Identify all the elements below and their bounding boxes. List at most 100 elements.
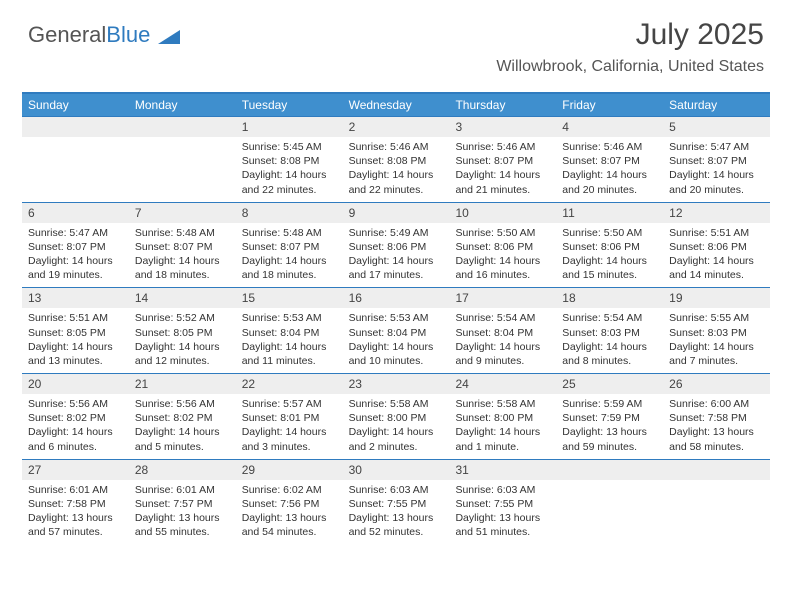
daylight-text: Daylight: 14 hours and 9 minutes. — [455, 340, 550, 368]
day-number: 3 — [449, 117, 556, 137]
daylight-text: Daylight: 14 hours and 20 minutes. — [669, 168, 764, 196]
day-body: Sunrise: 5:46 AMSunset: 8:08 PMDaylight:… — [343, 137, 450, 202]
calendar-day: 14Sunrise: 5:52 AMSunset: 8:05 PMDayligh… — [129, 288, 236, 373]
day-body: Sunrise: 6:01 AMSunset: 7:57 PMDaylight:… — [129, 480, 236, 545]
daylight-text: Daylight: 14 hours and 22 minutes. — [349, 168, 444, 196]
daylight-text: Daylight: 14 hours and 5 minutes. — [135, 425, 230, 453]
weekday-header-row: Sunday Monday Tuesday Wednesday Thursday… — [22, 94, 770, 116]
day-body: Sunrise: 5:56 AMSunset: 8:02 PMDaylight:… — [22, 394, 129, 459]
calendar-day: 15Sunrise: 5:53 AMSunset: 8:04 PMDayligh… — [236, 288, 343, 373]
day-body: Sunrise: 6:01 AMSunset: 7:58 PMDaylight:… — [22, 480, 129, 545]
daylight-text: Daylight: 13 hours and 52 minutes. — [349, 511, 444, 539]
sunset-text: Sunset: 7:57 PM — [135, 497, 230, 511]
daylight-text: Daylight: 14 hours and 20 minutes. — [562, 168, 657, 196]
sunset-text: Sunset: 8:02 PM — [135, 411, 230, 425]
day-number: 30 — [343, 460, 450, 480]
sunrise-text: Sunrise: 5:45 AM — [242, 140, 337, 154]
calendar-day: 24Sunrise: 5:58 AMSunset: 8:00 PMDayligh… — [449, 374, 556, 459]
calendar-day: 11Sunrise: 5:50 AMSunset: 8:06 PMDayligh… — [556, 203, 663, 288]
sunset-text: Sunset: 8:07 PM — [242, 240, 337, 254]
day-body: Sunrise: 5:57 AMSunset: 8:01 PMDaylight:… — [236, 394, 343, 459]
calendar-day: 9Sunrise: 5:49 AMSunset: 8:06 PMDaylight… — [343, 203, 450, 288]
day-number: 18 — [556, 288, 663, 308]
weekday-header: Thursday — [449, 94, 556, 116]
day-body: Sunrise: 5:52 AMSunset: 8:05 PMDaylight:… — [129, 308, 236, 373]
sunrise-text: Sunrise: 5:52 AM — [135, 311, 230, 325]
calendar-week: 20Sunrise: 5:56 AMSunset: 8:02 PMDayligh… — [22, 373, 770, 459]
day-body: Sunrise: 5:51 AMSunset: 8:05 PMDaylight:… — [22, 308, 129, 373]
daylight-text: Daylight: 14 hours and 7 minutes. — [669, 340, 764, 368]
sunrise-text: Sunrise: 6:03 AM — [455, 483, 550, 497]
sunset-text: Sunset: 7:58 PM — [669, 411, 764, 425]
day-number: 10 — [449, 203, 556, 223]
sunset-text: Sunset: 8:04 PM — [455, 326, 550, 340]
calendar-week: 27Sunrise: 6:01 AMSunset: 7:58 PMDayligh… — [22, 459, 770, 545]
day-number: 1 — [236, 117, 343, 137]
sunrise-text: Sunrise: 5:49 AM — [349, 226, 444, 240]
day-body: Sunrise: 6:00 AMSunset: 7:58 PMDaylight:… — [663, 394, 770, 459]
calendar-day: 25Sunrise: 5:59 AMSunset: 7:59 PMDayligh… — [556, 374, 663, 459]
sunrise-text: Sunrise: 6:01 AM — [28, 483, 123, 497]
daylight-text: Daylight: 13 hours and 57 minutes. — [28, 511, 123, 539]
daylight-text: Daylight: 14 hours and 1 minute. — [455, 425, 550, 453]
sunset-text: Sunset: 8:06 PM — [455, 240, 550, 254]
sunrise-text: Sunrise: 5:46 AM — [349, 140, 444, 154]
daylight-text: Daylight: 13 hours and 54 minutes. — [242, 511, 337, 539]
sunset-text: Sunset: 8:07 PM — [28, 240, 123, 254]
day-body: Sunrise: 5:50 AMSunset: 8:06 PMDaylight:… — [556, 223, 663, 288]
day-body: Sunrise: 6:03 AMSunset: 7:55 PMDaylight:… — [343, 480, 450, 545]
day-number: 19 — [663, 288, 770, 308]
calendar-week: 1Sunrise: 5:45 AMSunset: 8:08 PMDaylight… — [22, 116, 770, 202]
day-number: 12 — [663, 203, 770, 223]
day-number: 16 — [343, 288, 450, 308]
sunset-text: Sunset: 8:06 PM — [349, 240, 444, 254]
calendar-day — [129, 117, 236, 202]
sunrise-text: Sunrise: 5:51 AM — [28, 311, 123, 325]
sunset-text: Sunset: 8:07 PM — [455, 154, 550, 168]
daylight-text: Daylight: 14 hours and 3 minutes. — [242, 425, 337, 453]
brand-triangle-icon — [158, 28, 180, 44]
daylight-text: Daylight: 14 hours and 14 minutes. — [669, 254, 764, 282]
day-body: Sunrise: 5:51 AMSunset: 8:06 PMDaylight:… — [663, 223, 770, 288]
day-body: Sunrise: 6:03 AMSunset: 7:55 PMDaylight:… — [449, 480, 556, 545]
calendar-table: Sunday Monday Tuesday Wednesday Thursday… — [22, 92, 770, 544]
sunset-text: Sunset: 8:08 PM — [242, 154, 337, 168]
sunrise-text: Sunrise: 5:59 AM — [562, 397, 657, 411]
day-number: 8 — [236, 203, 343, 223]
sunset-text: Sunset: 8:01 PM — [242, 411, 337, 425]
calendar-day: 13Sunrise: 5:51 AMSunset: 8:05 PMDayligh… — [22, 288, 129, 373]
day-number: 6 — [22, 203, 129, 223]
calendar-day: 10Sunrise: 5:50 AMSunset: 8:06 PMDayligh… — [449, 203, 556, 288]
day-number: 27 — [22, 460, 129, 480]
daylight-text: Daylight: 14 hours and 21 minutes. — [455, 168, 550, 196]
sunrise-text: Sunrise: 5:56 AM — [135, 397, 230, 411]
day-body: Sunrise: 5:47 AMSunset: 8:07 PMDaylight:… — [663, 137, 770, 202]
calendar-day — [663, 460, 770, 545]
sunrise-text: Sunrise: 5:47 AM — [28, 226, 123, 240]
day-body: Sunrise: 5:45 AMSunset: 8:08 PMDaylight:… — [236, 137, 343, 202]
brand-part1: General — [28, 22, 106, 47]
day-body: Sunrise: 5:50 AMSunset: 8:06 PMDaylight:… — [449, 223, 556, 288]
day-body: Sunrise: 5:58 AMSunset: 8:00 PMDaylight:… — [343, 394, 450, 459]
daylight-text: Daylight: 14 hours and 11 minutes. — [242, 340, 337, 368]
weekday-header: Monday — [129, 94, 236, 116]
calendar-day: 17Sunrise: 5:54 AMSunset: 8:04 PMDayligh… — [449, 288, 556, 373]
sunrise-text: Sunrise: 5:51 AM — [669, 226, 764, 240]
calendar-day: 18Sunrise: 5:54 AMSunset: 8:03 PMDayligh… — [556, 288, 663, 373]
day-body: Sunrise: 5:49 AMSunset: 8:06 PMDaylight:… — [343, 223, 450, 288]
day-body: Sunrise: 5:54 AMSunset: 8:03 PMDaylight:… — [556, 308, 663, 373]
daylight-text: Daylight: 14 hours and 16 minutes. — [455, 254, 550, 282]
calendar-day: 16Sunrise: 5:53 AMSunset: 8:04 PMDayligh… — [343, 288, 450, 373]
day-number: 21 — [129, 374, 236, 394]
day-number: 28 — [129, 460, 236, 480]
day-body — [556, 480, 663, 488]
calendar-day — [22, 117, 129, 202]
day-number: 13 — [22, 288, 129, 308]
sunrise-text: Sunrise: 5:55 AM — [669, 311, 764, 325]
day-number: 23 — [343, 374, 450, 394]
day-body: Sunrise: 5:46 AMSunset: 8:07 PMDaylight:… — [556, 137, 663, 202]
sunrise-text: Sunrise: 5:58 AM — [455, 397, 550, 411]
day-body: Sunrise: 5:59 AMSunset: 7:59 PMDaylight:… — [556, 394, 663, 459]
daylight-text: Daylight: 14 hours and 22 minutes. — [242, 168, 337, 196]
sunset-text: Sunset: 8:04 PM — [349, 326, 444, 340]
